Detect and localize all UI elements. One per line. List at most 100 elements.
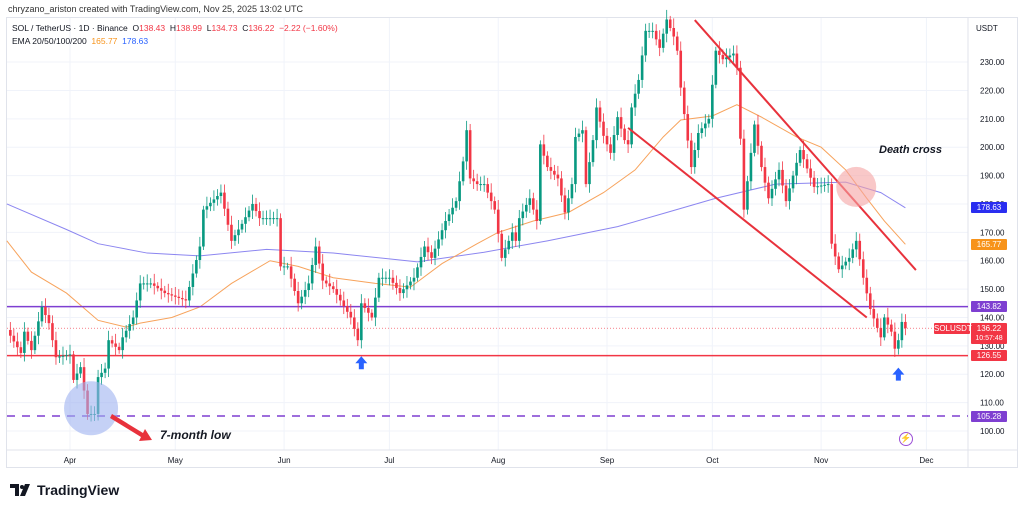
candle-body (872, 308, 876, 319)
candle-body (890, 324, 893, 332)
candle-body (546, 155, 549, 168)
candle-body (514, 232, 518, 241)
candle-body (865, 277, 869, 294)
candle-body (647, 30, 651, 32)
candle-body (223, 192, 226, 209)
candle-body (770, 188, 774, 199)
candle-body (819, 185, 823, 187)
candle-body (626, 140, 630, 145)
candle-body (170, 294, 174, 296)
candle-body (588, 162, 591, 185)
candle-body (377, 277, 381, 298)
time-tick-label: May (168, 456, 183, 465)
candle-body (732, 53, 735, 56)
candle-body (837, 256, 840, 270)
candle-body (833, 243, 837, 257)
candle-body (823, 184, 826, 186)
candle-body (363, 303, 367, 309)
candle-body (763, 167, 767, 183)
candle-body (711, 84, 714, 119)
ema200-value: 178.63 (122, 36, 149, 46)
price-tick-label: 190.00 (980, 172, 1005, 181)
tradingview-logo[interactable]: TradingView (10, 482, 119, 498)
candle-body (493, 201, 497, 210)
candle-body (503, 249, 507, 258)
candle-body (275, 218, 279, 220)
candle-body (174, 295, 177, 297)
ema-indicator-label[interactable]: EMA 20/50/100/200 (12, 36, 87, 46)
candle-body (345, 306, 349, 312)
time-tick-label: Dec (919, 456, 933, 465)
candle-body (693, 150, 697, 168)
candle-body (152, 283, 156, 286)
candle-body (644, 30, 647, 56)
candle-body (381, 277, 384, 279)
candle-body (166, 293, 170, 295)
snapshot-icon[interactable]: ⚡ (899, 432, 913, 446)
candle-body (746, 181, 749, 210)
price-tick-label: 100.00 (980, 427, 1005, 436)
candle-body (675, 36, 679, 51)
chart-frame (6, 17, 1018, 468)
candle-body (114, 343, 117, 347)
candle-body (883, 317, 886, 338)
candle-body (416, 267, 419, 278)
candle-body (879, 327, 883, 338)
candle-body (696, 133, 700, 151)
candle-body (577, 133, 581, 137)
price-tick-label: 210.00 (980, 115, 1005, 124)
currency-label[interactable]: USDT (976, 24, 998, 33)
candle-body (374, 297, 377, 318)
symbol-title[interactable]: SOL / TetherUS · 1D · Binance (12, 23, 128, 33)
candle-body (265, 218, 268, 220)
candle-body (156, 285, 160, 289)
candle-body (233, 235, 237, 241)
candle-body (560, 178, 563, 196)
price-tick-label: 160.00 (980, 257, 1005, 266)
candle-body (68, 354, 72, 356)
candle-body (900, 321, 904, 341)
candle-body (247, 210, 251, 218)
candle-body (209, 202, 212, 207)
candle-body (584, 130, 588, 185)
candle-body (254, 203, 258, 212)
ema50-value: 165.77 (91, 36, 118, 46)
candle-body (135, 300, 138, 318)
candle-body (661, 33, 665, 48)
low-price-tag: 105.28 (971, 410, 1007, 422)
candle-body (689, 140, 693, 168)
candle-body (886, 317, 890, 325)
candle-body (791, 175, 795, 189)
candle-body (110, 340, 114, 344)
last-price-value: 136.22 (976, 323, 1002, 333)
candle-body (651, 30, 654, 32)
candle-body (395, 282, 398, 288)
candle-body (679, 50, 683, 88)
candle-body (542, 144, 546, 156)
candle-body (735, 53, 739, 68)
candle-body (707, 118, 711, 124)
candle-body (124, 330, 128, 338)
candle-body (107, 340, 110, 369)
time-tick-label: Aug (491, 456, 505, 465)
candle-body (718, 50, 721, 55)
candle-body (549, 167, 553, 171)
candle-body (714, 50, 718, 85)
time-tick-label: Nov (814, 456, 828, 465)
candle-body (570, 184, 574, 199)
candle-body (816, 186, 819, 188)
candle-body (430, 252, 433, 258)
candle-body (444, 220, 447, 231)
ema200-price-tag: 178.63 (971, 202, 1007, 214)
candle-body (117, 346, 121, 351)
ema-row: EMA 20/50/100/200 165.77 178.63 (12, 35, 338, 48)
candle-body (79, 367, 82, 374)
candle-body (517, 218, 521, 241)
candle-body (795, 162, 798, 176)
candle-body (205, 206, 209, 210)
candle-body (293, 278, 296, 291)
candle-body (19, 347, 23, 353)
candle-body (609, 144, 612, 153)
candle-body (268, 218, 272, 220)
